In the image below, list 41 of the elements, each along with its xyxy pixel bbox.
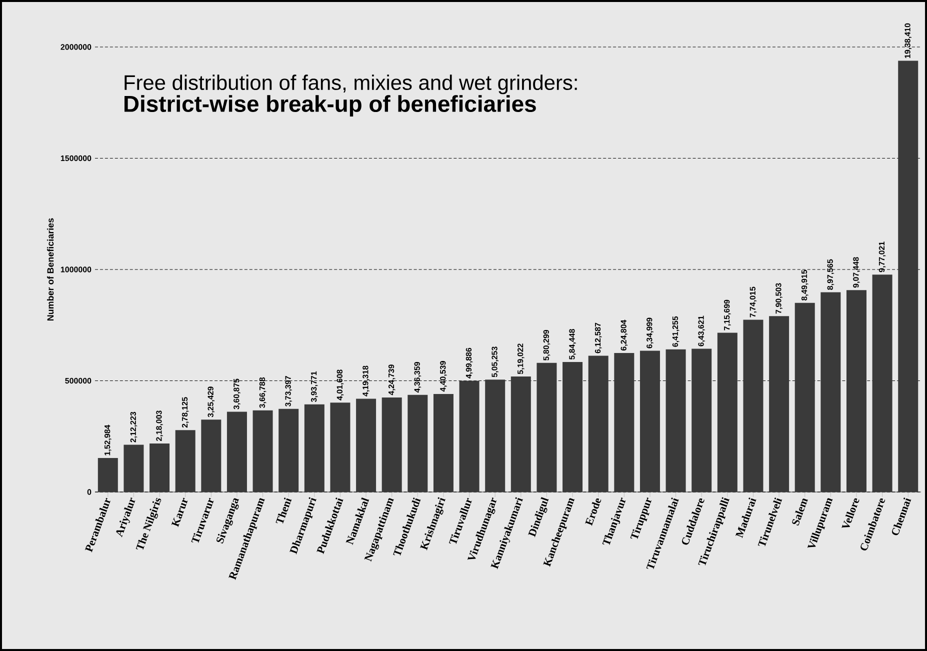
bar xyxy=(201,420,222,492)
bar xyxy=(692,348,712,492)
bar xyxy=(769,316,790,492)
bar xyxy=(408,394,428,492)
bar xyxy=(124,444,144,492)
bar xyxy=(820,292,841,492)
bar xyxy=(898,60,918,492)
bar xyxy=(330,402,350,492)
bar xyxy=(872,274,892,492)
bar xyxy=(433,394,454,492)
bar xyxy=(614,352,634,492)
text: District-wise break-up of beneficiaries xyxy=(124,95,536,117)
bar xyxy=(356,398,376,492)
bar xyxy=(459,380,480,492)
bar xyxy=(717,332,738,492)
y-axis-title: Number of Beneficiaries xyxy=(47,218,54,320)
bar xyxy=(640,350,660,492)
bar xyxy=(226,412,247,492)
bar xyxy=(846,290,866,492)
x-tick-label: Theni xyxy=(276,498,292,524)
bar xyxy=(252,410,273,492)
bar xyxy=(175,430,196,492)
bar xyxy=(382,397,402,492)
x-tick-label: Erode xyxy=(585,498,602,526)
bar xyxy=(588,356,608,492)
bar xyxy=(510,376,531,492)
x-tick-label: Karur xyxy=(171,498,188,528)
bar xyxy=(536,362,557,492)
bar xyxy=(485,380,506,492)
bar xyxy=(743,320,764,492)
text: Free distribution of fans, mixies and wet grinders: xyxy=(124,74,577,94)
bar xyxy=(278,408,299,492)
bar xyxy=(794,302,815,492)
x-tick-label: The Nilgiris xyxy=(136,498,162,550)
bar xyxy=(562,362,583,492)
bar xyxy=(666,349,686,492)
x-tick-label: Salem xyxy=(792,498,808,526)
bar xyxy=(304,404,324,492)
x-tick-label: Vellore xyxy=(842,498,860,528)
bar xyxy=(150,443,170,492)
bar xyxy=(98,458,118,492)
